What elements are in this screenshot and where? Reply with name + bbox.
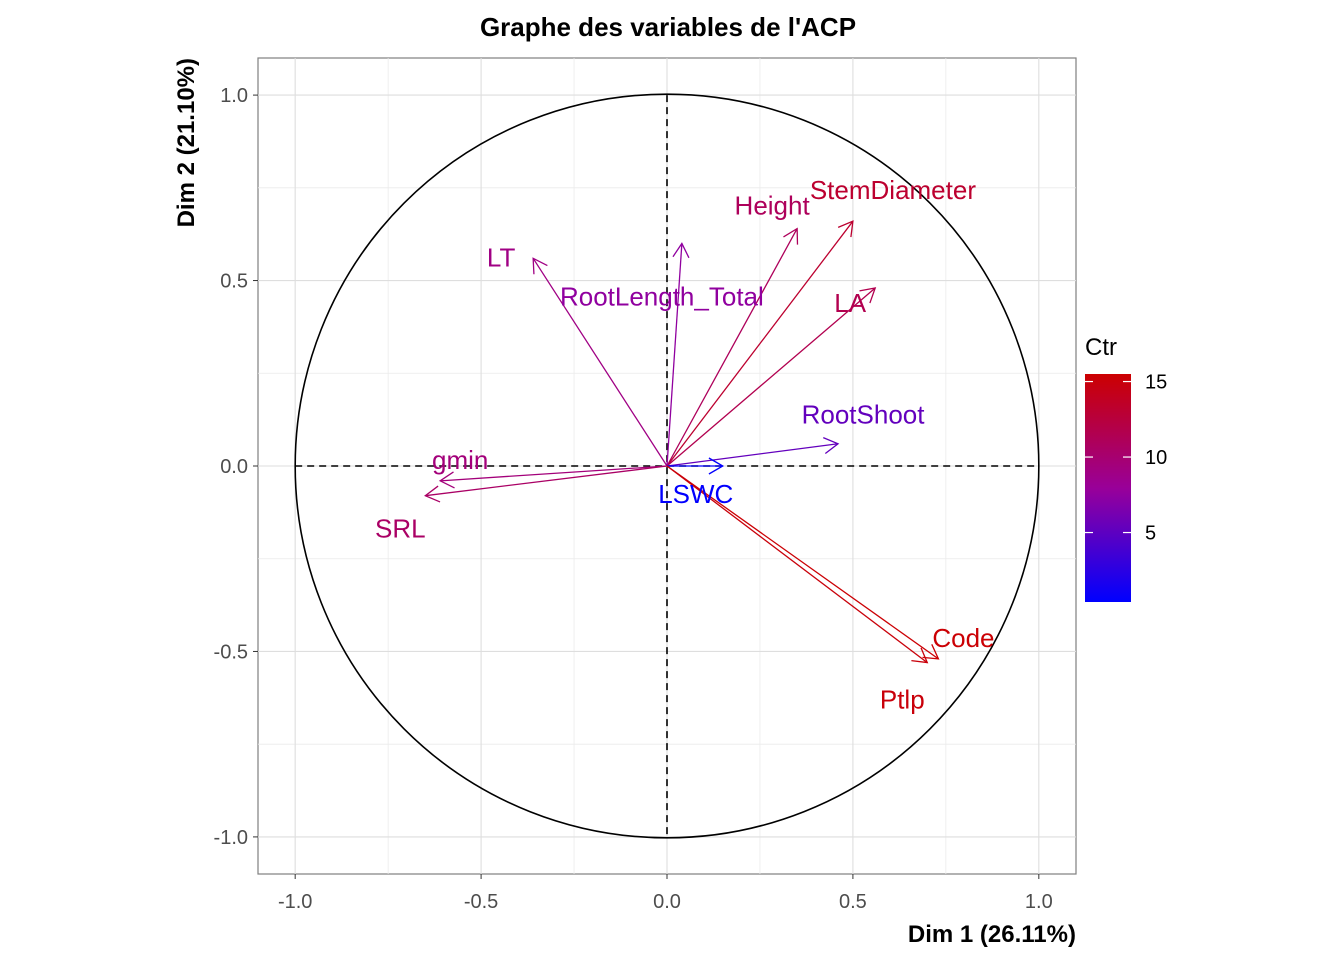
y-axis-title: Dim 2 (21.10%) bbox=[173, 58, 200, 227]
y-tick-label: 1.0 bbox=[220, 85, 248, 107]
arrow-stemdiameter bbox=[666, 220, 854, 467]
arrow-code bbox=[666, 465, 939, 660]
legend-ticks: 5 10 15 bbox=[1085, 372, 1167, 545]
arrow-srl bbox=[425, 465, 668, 497]
arrowhead-srl bbox=[424, 485, 441, 503]
label-lswc: LSWC bbox=[658, 479, 733, 509]
label-height: Height bbox=[735, 191, 811, 221]
y-axis-ticks: -1.0 -0.5 0.0 0.5 1.0 bbox=[214, 85, 258, 849]
arrowhead-gmin bbox=[438, 471, 455, 489]
x-axis-title: Dim 1 (26.11%) bbox=[908, 921, 1076, 948]
x-tick-label: -0.5 bbox=[464, 891, 498, 913]
arrowhead-stemdiameter bbox=[837, 220, 854, 238]
legend-tick-label: 5 bbox=[1145, 523, 1156, 545]
arrowhead-code bbox=[922, 644, 940, 660]
arrow-gmin bbox=[440, 465, 668, 482]
y-tick-label: 0.0 bbox=[220, 456, 248, 478]
legend-title: Ctr bbox=[1085, 334, 1117, 361]
arrowhead-la bbox=[859, 287, 877, 304]
arrow-ptlp bbox=[666, 465, 928, 664]
arrowhead-rootshoot bbox=[823, 437, 840, 454]
label-la: LA bbox=[834, 288, 866, 318]
y-tick-label: -0.5 bbox=[214, 641, 248, 663]
label-stemdiameter: StemDiameter bbox=[810, 175, 976, 205]
arrow-la bbox=[666, 287, 876, 467]
chart-title: Graphe des variables de l'ACP bbox=[480, 12, 856, 42]
arrowhead-lswc bbox=[708, 457, 725, 475]
arrowhead-height bbox=[783, 227, 799, 245]
x-tick-label: -1.0 bbox=[278, 891, 312, 913]
arrow-lt bbox=[532, 257, 668, 467]
arrow-height bbox=[666, 228, 798, 467]
label-code: Code bbox=[932, 623, 994, 653]
y-tick-label: 0.5 bbox=[220, 271, 248, 293]
label-gmin: gmin bbox=[432, 445, 488, 475]
x-tick-label: 1.0 bbox=[1025, 891, 1053, 913]
x-tick-label: 0.0 bbox=[653, 891, 681, 913]
y-tick-label: -1.0 bbox=[214, 827, 248, 849]
legend-colorbar bbox=[1085, 374, 1131, 602]
label-lt: LT bbox=[487, 242, 516, 272]
variable-arrows bbox=[424, 220, 940, 664]
label-rootshoot: RootShoot bbox=[802, 400, 926, 430]
label-srl: SRL bbox=[375, 514, 426, 544]
legend-tick-label: 15 bbox=[1145, 372, 1167, 394]
label-ptlp: Ptlp bbox=[880, 685, 925, 715]
arrowhead-lt bbox=[532, 257, 548, 275]
arrow-rootshoot bbox=[666, 443, 839, 467]
arrow-rootlength-total bbox=[666, 243, 683, 467]
ctr-legend: Ctr 5 10 15 bbox=[1085, 334, 1167, 602]
x-tick-label: 0.5 bbox=[839, 891, 867, 913]
label-rootlength-total: RootLength_Total bbox=[560, 281, 764, 311]
arrowhead-ptlp bbox=[911, 647, 929, 664]
arrowhead-rootlength-total bbox=[672, 242, 690, 259]
legend-tick-label: 10 bbox=[1145, 447, 1167, 469]
x-axis-ticks: -1.0 -0.5 0.0 0.5 1.0 bbox=[278, 874, 1053, 913]
